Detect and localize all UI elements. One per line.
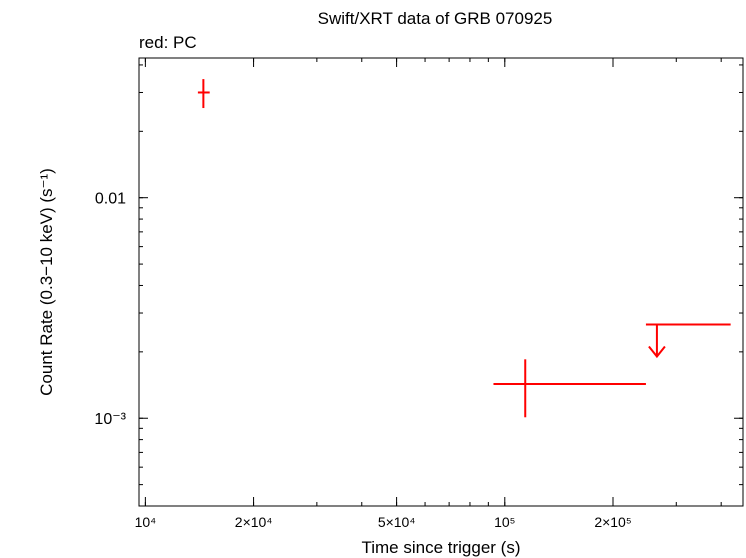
x-tick-label: 2×10⁴ <box>235 514 273 530</box>
upper-limit-arrow-head <box>648 345 666 359</box>
x-axis-label: Time since trigger (s) <box>361 538 520 557</box>
tick-labels: 10⁴ 2×10⁴ 5×10⁴ 10⁵ 2×10⁵ 0.01 10⁻³ <box>94 191 631 530</box>
data-point <box>197 79 210 109</box>
chart-subtitle: red: PC <box>139 33 197 52</box>
data-point <box>493 359 646 418</box>
y-axis-label: Count Rate (0.3−10 keV) (s⁻¹) <box>37 168 56 396</box>
x-tick-label: 10⁵ <box>494 514 515 530</box>
upper-limit <box>645 323 731 359</box>
x-tick-label: 2×10⁵ <box>594 514 631 530</box>
chart-title: Swift/XRT data of GRB 070925 <box>318 9 553 28</box>
data-marks <box>197 79 731 418</box>
plot-frame <box>138 57 744 507</box>
minor-ticks <box>139 58 743 507</box>
major-ticks <box>139 58 743 506</box>
y-tick-label: 0.01 <box>95 191 126 208</box>
y-tick-label: 10⁻³ <box>94 411 126 428</box>
x-tick-label: 10⁴ <box>135 514 157 530</box>
x-tick-label: 5×10⁴ <box>378 514 416 530</box>
